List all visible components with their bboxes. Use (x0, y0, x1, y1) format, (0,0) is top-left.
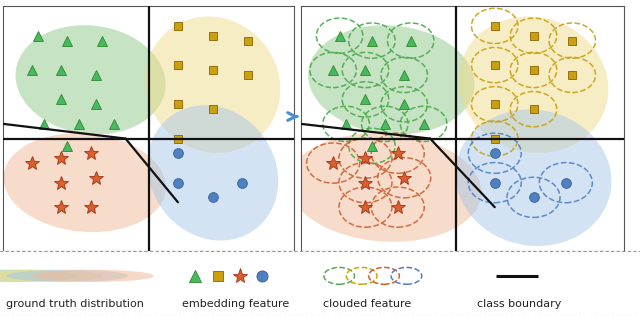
Text: class boundary: class boundary (477, 299, 561, 309)
Circle shape (32, 270, 154, 282)
Ellipse shape (456, 109, 611, 246)
Ellipse shape (145, 16, 280, 153)
Ellipse shape (288, 133, 481, 242)
Text: clouded feature: clouded feature (323, 299, 412, 309)
Ellipse shape (4, 133, 166, 232)
Ellipse shape (147, 105, 278, 240)
Circle shape (0, 270, 102, 282)
Ellipse shape (459, 16, 609, 153)
Circle shape (0, 270, 77, 282)
Ellipse shape (308, 25, 474, 134)
Text: embedding feature: embedding feature (182, 299, 290, 309)
Text: ground truth distribution: ground truth distribution (6, 299, 144, 309)
Ellipse shape (15, 25, 166, 134)
Circle shape (6, 270, 128, 282)
